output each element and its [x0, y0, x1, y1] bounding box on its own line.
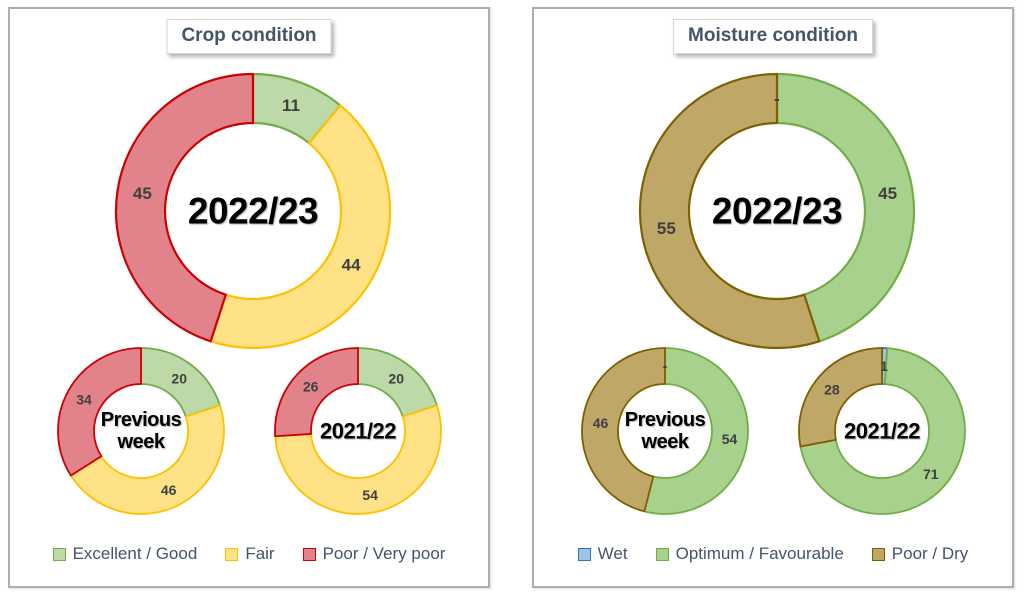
legend-label: Poor / Very poor — [322, 544, 446, 563]
legend-item-poor-very-poor: Poor / Very poor — [302, 544, 446, 564]
legend-item-optimum-favourable: Optimum / Favourable — [655, 544, 844, 564]
donut-center-label: week — [117, 431, 166, 453]
donut-2022-23: 11 44 45 2022/23 — [114, 72, 392, 350]
donut-2021-22: 20 54 26 2021/22 — [274, 347, 442, 515]
data-label-wet: - — [663, 358, 668, 374]
legend-swatch-icon — [655, 547, 669, 561]
legend-swatch-icon — [577, 547, 591, 561]
legend-item-wet: Wet — [577, 544, 628, 564]
title-text: Crop condition — [181, 25, 317, 46]
title-text: Moisture condition — [688, 25, 858, 46]
data-label-excellent-good: 11 — [282, 96, 300, 115]
legend-label: Excellent / Good — [72, 544, 198, 563]
donut-slice-optimum-favourable — [799, 347, 966, 515]
donut-slice-poor-dry — [798, 347, 883, 448]
data-label-wet: - — [774, 90, 780, 109]
legend-swatch-icon — [302, 547, 316, 561]
crop-condition-title: Crop condition — [166, 19, 332, 54]
donut-slice-poor-very-poor — [114, 72, 255, 343]
donut-slice-fair — [70, 404, 225, 515]
data-label-poor-very-poor: 26 — [303, 379, 319, 395]
data-label-optimum-favourable: 54 — [722, 431, 738, 447]
moisture-condition-legend: Wet Optimum / Favourable Poor / Dry — [534, 544, 1012, 564]
data-label-fair: 54 — [362, 487, 378, 503]
donut-2021-22: 1 71 28 2021/22 — [798, 347, 966, 515]
donut-slice-optimum-favourable — [643, 347, 749, 515]
data-label-fair: 46 — [161, 482, 177, 498]
data-label-poor-dry: 46 — [593, 415, 609, 431]
donut-center-label: Previous — [101, 409, 182, 431]
legend-item-fair: Fair — [225, 544, 275, 564]
data-label-excellent-good: 20 — [171, 370, 187, 386]
donut-slice-poor-very-poor — [57, 347, 142, 477]
moisture-condition-title: Moisture condition — [673, 19, 873, 54]
legend-label: Optimum / Favourable — [675, 544, 844, 563]
legend-swatch-icon — [52, 547, 66, 561]
donut-slice-poor-dry — [638, 72, 821, 350]
data-label-optimum-favourable: 45 — [878, 184, 897, 203]
data-label-poor-very-poor: 34 — [76, 392, 92, 408]
data-label-poor-dry: 55 — [657, 219, 676, 238]
donut-center-label: 2021/22 — [844, 419, 920, 444]
donut-2022-23: - 45 55 2022/23 — [638, 72, 916, 350]
legend-label: Fair — [245, 544, 275, 563]
legend-item-excellent-good: Excellent / Good — [52, 544, 198, 564]
data-label-optimum-favourable: 71 — [923, 466, 939, 482]
donut-slice-poor-dry — [581, 347, 666, 513]
donut-center-label: 2021/22 — [320, 419, 396, 444]
legend-label: Wet — [597, 544, 628, 563]
legend-label: Poor / Dry — [891, 544, 969, 563]
donut-slice-fair — [209, 104, 392, 350]
donut-center-label: 2022/23 — [188, 191, 318, 232]
donut-slice-fair — [274, 404, 442, 515]
data-label-poor-very-poor: 45 — [133, 184, 152, 203]
legend-swatch-icon — [225, 547, 239, 561]
data-label-excellent-good: 20 — [388, 370, 404, 386]
data-label-poor-dry: 28 — [824, 382, 840, 398]
donut-center-label: Previous — [625, 409, 706, 431]
donut-center-label: 2022/23 — [712, 191, 842, 232]
donut-center-label: week — [641, 431, 690, 453]
crop-condition-panel: Crop condition 11 44 45 2022/23 20 46 34 Previo… — [8, 7, 490, 588]
donut-slice-optimum-favourable — [775, 72, 916, 343]
legend-item-poor-dry: Poor / Dry — [871, 544, 969, 564]
data-label-fair: 44 — [342, 255, 361, 274]
data-label-wet: 1 — [880, 358, 888, 374]
crop-condition-legend: Excellent / Good Fair Poor / Very poor — [10, 544, 488, 564]
donut-slice-poor-very-poor — [274, 347, 359, 438]
moisture-condition-panel: Moisture condition - 45 55 2022/23 - 54 46 Prev… — [532, 7, 1014, 588]
legend-swatch-icon — [871, 547, 885, 561]
